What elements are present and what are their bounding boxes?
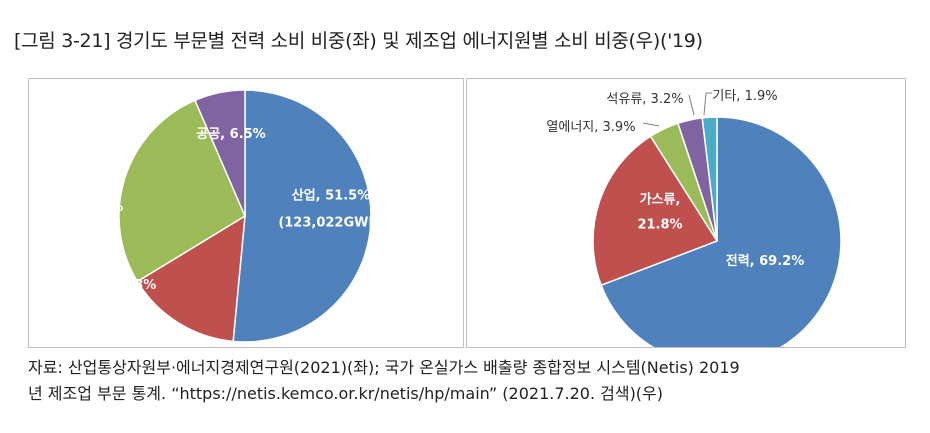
data-label-gas: 가스류, 21.8% <box>637 193 682 233</box>
figure-title: [그림 3-21] 경기도 부문별 전력 소비 비중(좌) 및 제조업 에너지원… <box>14 30 703 52</box>
pie-slice-industry <box>232 89 372 343</box>
left-chart-panel: 산업, 51.5% (123,022GWh) 가정, 14.8% 상업, 27.2% 공… <box>28 78 464 348</box>
data-label-household: 가정, 14.8% <box>78 277 157 293</box>
data-label-commercial: 상업, 27.2% <box>45 200 124 215</box>
pie-chart-sector-share: 산업, 51.5% (123,022GWh) 가정, 14.8% 상업, 27.2% 공… <box>45 89 384 343</box>
source-note-line-1: 자료: 산업통상자원부·에너지경제연구원(2021)(좌); 국가 온실가스 배… <box>28 358 740 377</box>
data-label-electricity: 전력, 69.2% <box>726 253 805 269</box>
leader-line-heat <box>642 122 660 127</box>
pie-slice-other <box>701 116 718 242</box>
pie-slice-household <box>136 214 246 343</box>
right-chart-panel: 전력, 69.2% 가스류, 21.8% 열에너지, 3.9% 석유류, 3.2% 기타,… <box>466 78 906 348</box>
leader-line-oil <box>688 94 695 116</box>
leader-line-other <box>703 92 712 116</box>
source-note: 자료: 산업통상자원부·에너지경제연구원(2021)(좌); 국가 온실가스 배… <box>28 355 908 407</box>
data-label-other: 기타, 1.9% <box>712 89 777 104</box>
data-label-heat: 열에너지, 3.9% <box>546 120 635 135</box>
pie-slice-commercial <box>118 99 246 283</box>
pie-chart-energy-source-share: 전력, 69.2% 가스류, 21.8% 열에너지, 3.9% 석유류, 3.2% 기타,… <box>546 89 842 347</box>
data-label-oil: 석유류, 3.2% <box>606 92 683 107</box>
pie-slice-electricity <box>600 116 842 347</box>
data-label-industry: 산업, 51.5% (123,022GWh) <box>278 188 383 231</box>
data-label-public: 공공, 6.5% <box>196 127 265 142</box>
pie-slice-public <box>193 89 246 217</box>
source-note-line-2: 년 제조업 부문 통계. “https://netis.kemco.or.kr/… <box>28 384 664 403</box>
pie-slice-gas <box>592 135 719 287</box>
